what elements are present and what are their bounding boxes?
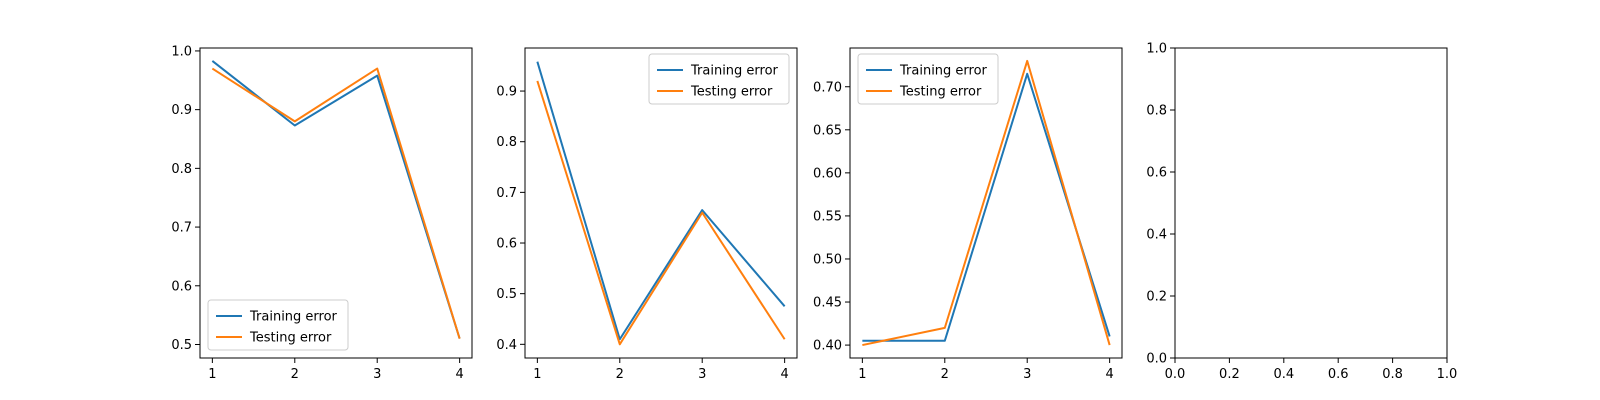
y-tick-label: 0.60 (813, 166, 842, 181)
series-line-testing (862, 59, 1111, 347)
y-tick-label: 0.45 (813, 296, 842, 311)
legend: Training error Testing error (207, 299, 349, 351)
x-tick-label: 1 (533, 367, 541, 382)
y-tick-label: 0.5 (171, 338, 192, 353)
y-tick-label: 0.9 (171, 103, 192, 118)
x-tick-label: 2 (616, 367, 624, 382)
x-tick-label: 3 (1023, 367, 1031, 382)
y-tick-label: 0.40 (813, 339, 842, 354)
y-tick-label: 0.0 (1146, 352, 1167, 367)
axes-frame (1174, 47, 1448, 359)
y-tick-label: 0.6 (1146, 166, 1167, 181)
series-line-training (862, 72, 1111, 342)
axes-frame (199, 47, 473, 359)
y-tick-label: 0.8 (1146, 104, 1167, 119)
y-tick-label: 0.7 (171, 221, 192, 236)
legend-box (207, 299, 349, 351)
axes-frame (524, 47, 798, 359)
legend-label-testing: Testing error (899, 85, 982, 100)
legend-label-training: Training error (899, 64, 988, 79)
x-tick-label: 2 (941, 367, 949, 382)
series-line-training (536, 61, 786, 341)
x-tick-label: 1.0 (1437, 367, 1458, 382)
y-tick-label: 0.6 (496, 237, 517, 252)
y-tick-label: 0.9 (496, 85, 517, 100)
legend-label-training: Training error (690, 64, 779, 79)
legend-box (857, 53, 999, 105)
x-tick-label: 0.6 (1328, 367, 1349, 382)
y-tick-label: 1.0 (1146, 42, 1167, 57)
x-tick-label: 3 (698, 367, 706, 382)
legend: Training error Testing error (857, 53, 999, 105)
y-tick-label: 0.65 (813, 123, 842, 138)
subplot-4: 0.0 0.2 0.4 0.6 0.8 1.0 0.0 0.2 0.4 0.6 0.8 1.0 (1146, 42, 1457, 383)
x-tick-label: 3 (373, 367, 381, 382)
y-tick-label: 0.8 (496, 135, 517, 150)
x-tick-label: 4 (1105, 367, 1113, 382)
x-tick-label: 0.0 (1165, 367, 1186, 382)
y-tick-label: 1.0 (171, 44, 192, 59)
series-line-training (211, 60, 461, 339)
x-tick-label: 4 (455, 367, 463, 382)
y-tick-label: 0.55 (813, 209, 842, 224)
x-tick-label: 1 (208, 367, 216, 382)
y-tick-label: 0.6 (171, 279, 192, 294)
y-tick-label: 0.70 (813, 80, 842, 95)
y-tick-label: 0.5 (496, 287, 517, 302)
y-tick-label: 0.4 (496, 338, 517, 353)
legend-label-training: Training error (249, 310, 338, 325)
series-line-testing (536, 80, 786, 346)
x-tick-label: 0.8 (1382, 367, 1403, 382)
y-tick-label: 0.4 (1146, 228, 1167, 243)
subplot-2: 1 2 3 4 0.4 0.5 0.6 0.7 0.8 0.9 Training error Test… (496, 47, 798, 382)
legend-label-testing: Testing error (690, 85, 773, 100)
subplot-1: 1 2 3 4 0.5 0.6 0.7 0.8 0.9 1.0 Training error Test… (171, 44, 473, 382)
legend-box (648, 53, 790, 105)
series-line-testing (211, 67, 461, 339)
y-tick-label: 0.2 (1146, 290, 1167, 305)
subplot-3: 1 2 3 4 0.40 0.45 0.50 0.55 0.60 0.65 0.70 Training… (813, 47, 1123, 382)
legend: Training error Testing error (648, 53, 790, 105)
y-tick-label: 0.7 (496, 186, 517, 201)
x-tick-label: 0.2 (1219, 367, 1240, 382)
x-tick-label: 2 (291, 367, 299, 382)
y-tick-label: 0.8 (171, 162, 192, 177)
y-tick-label: 0.50 (813, 252, 842, 267)
axes-frame (849, 47, 1123, 359)
legend-label-testing: Testing error (249, 331, 332, 346)
x-tick-label: 4 (780, 367, 788, 382)
x-tick-label: 0.4 (1273, 367, 1294, 382)
x-tick-label: 1 (858, 367, 866, 382)
